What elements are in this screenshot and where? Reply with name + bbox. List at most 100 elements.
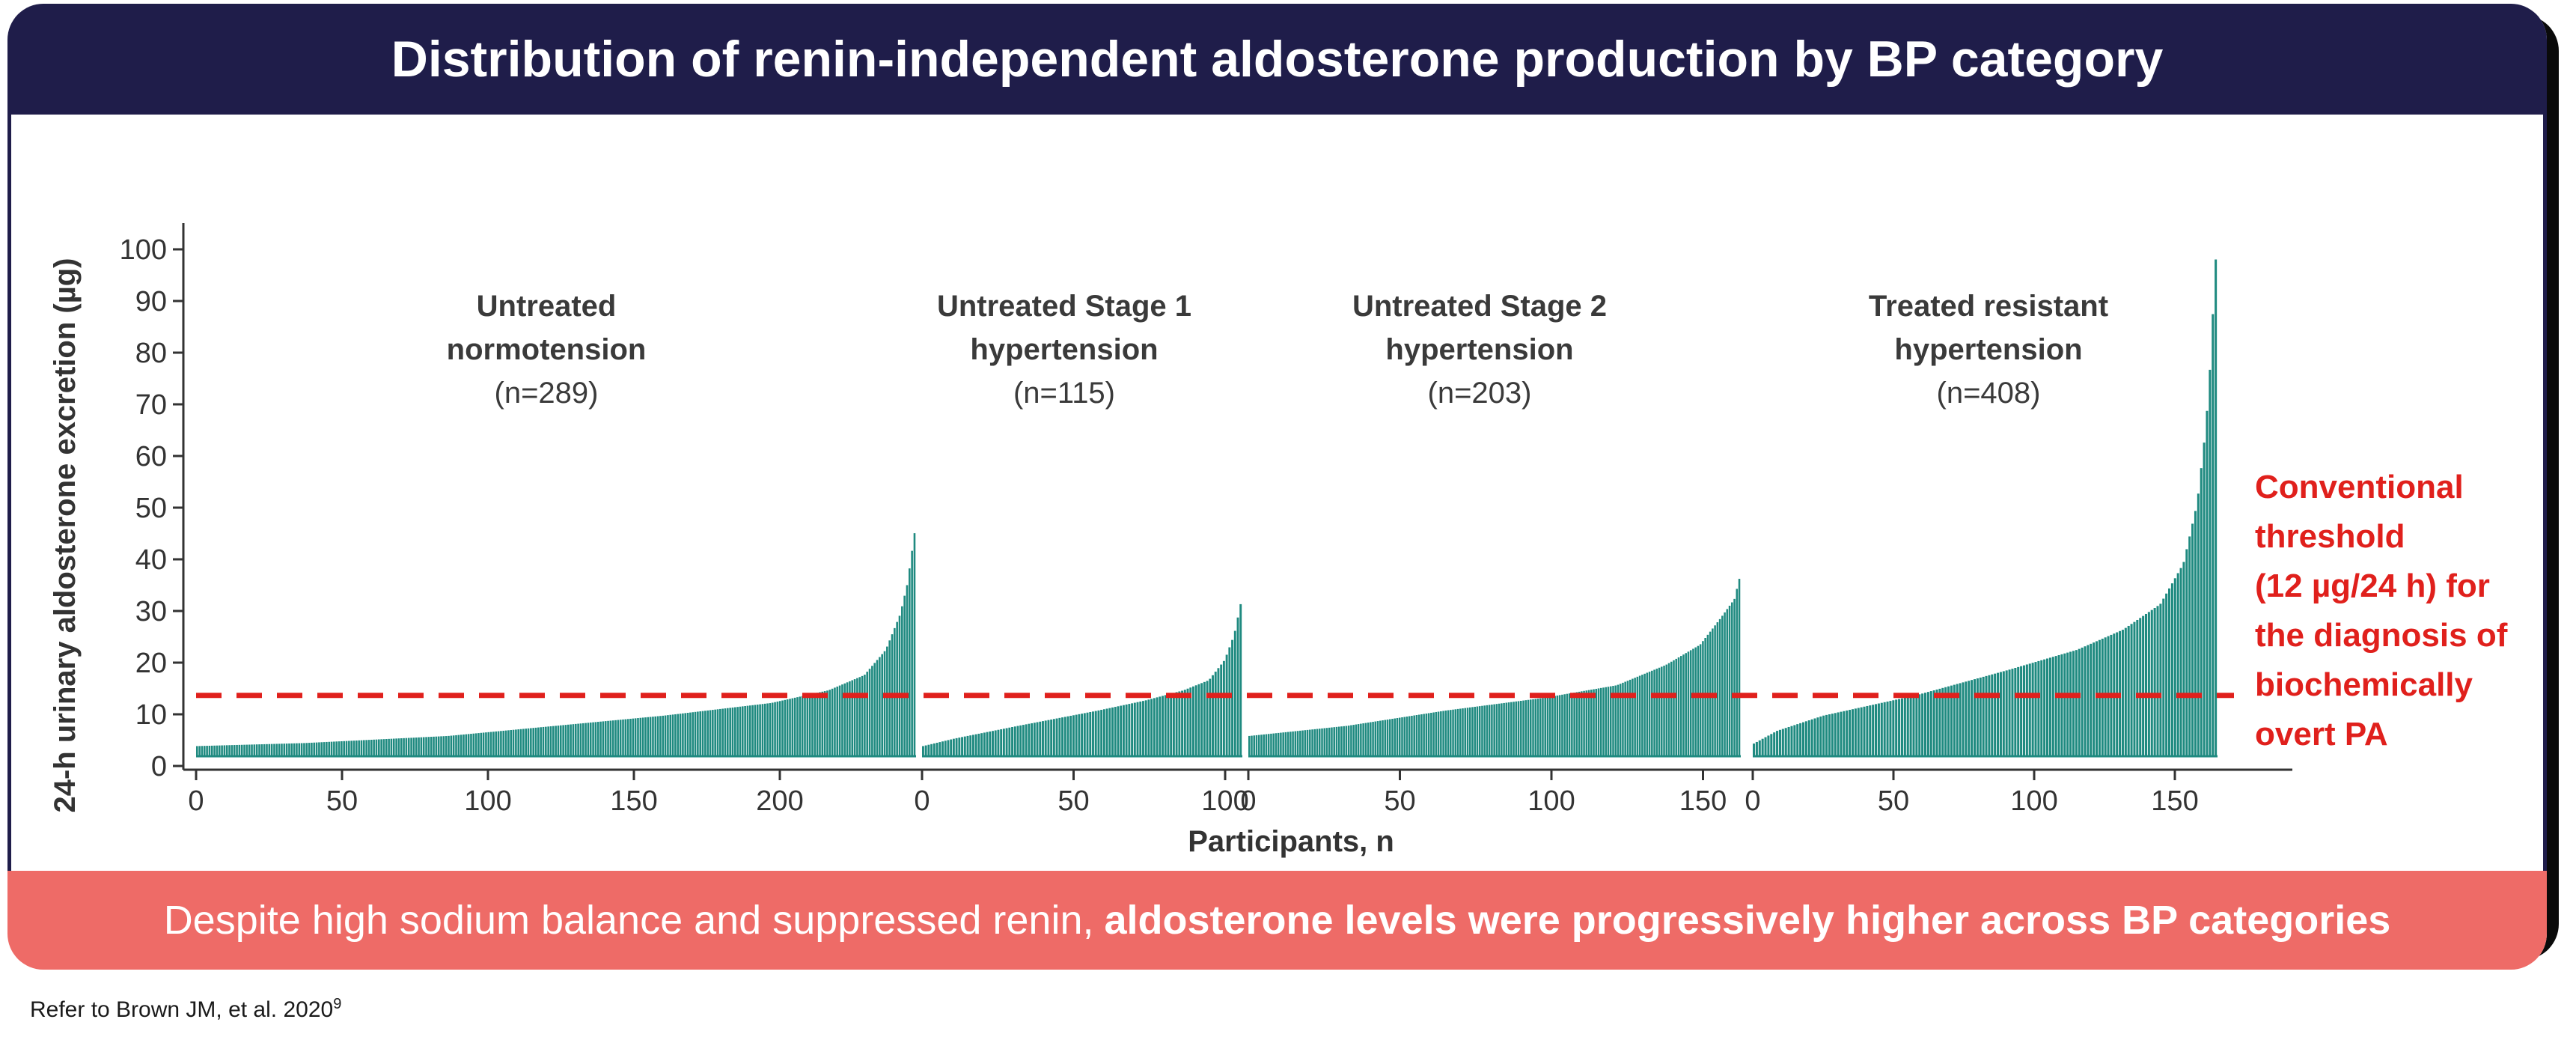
bar [405,738,408,756]
bar [819,692,821,756]
bar [382,739,385,756]
bar [1304,730,1307,756]
bar [1044,720,1047,756]
bar [2197,493,2200,756]
bar [729,708,731,756]
bar [1965,681,1968,756]
bar [330,741,333,756]
bar [474,733,477,756]
bar [2005,670,2008,756]
bar [562,725,564,756]
bar [500,731,502,756]
bar [388,738,390,756]
bar [425,737,427,756]
bar [2165,593,2168,756]
bar [1697,645,1700,756]
bar [1875,704,1878,756]
bar [1532,699,1534,756]
bar [1289,732,1292,756]
bar [1164,695,1167,756]
bar [1063,717,1066,756]
bar [1994,673,1997,756]
bar [1430,712,1432,756]
bar [1600,687,1602,756]
bar [238,744,241,756]
bar [455,735,457,756]
bar [1726,609,1729,756]
bar [380,739,382,756]
bar [385,739,388,756]
bar [1590,690,1593,756]
bar [1206,681,1209,756]
bar [856,678,858,756]
bar [1661,666,1663,756]
bar [1427,713,1430,756]
bar [323,742,326,756]
bar [303,743,305,756]
bar [814,693,817,756]
bar [485,732,487,756]
bar [300,743,303,756]
bar [786,699,789,756]
bar [375,739,378,756]
bar [1699,644,1702,756]
group-label-line: hypertension [970,333,1158,366]
bar [1971,680,1974,756]
bar [692,712,695,756]
y-tick-label: 40 [135,544,167,576]
reference-note: Refer to Brown JM, et al. 20209 [30,996,341,1023]
bar [1437,711,1440,756]
bar [1178,691,1181,756]
bar [2093,642,2096,756]
bar [1524,700,1527,756]
bar [1396,718,1399,756]
bar [989,731,992,756]
bar [1321,728,1323,756]
bar [1175,692,1178,756]
bar [1442,711,1444,756]
bar [1962,682,1965,756]
bar [2139,618,2142,756]
bar [1333,727,1335,756]
bar [1372,722,1374,756]
bar [1319,729,1321,756]
bar [1938,688,1941,756]
bar [1000,729,1003,756]
bar [1585,690,1588,756]
bar [1456,708,1459,756]
bar [1100,710,1103,756]
bar [1294,731,1297,756]
bar [611,720,614,756]
bar [2130,624,2133,756]
bar [1679,656,1682,756]
bar [1602,687,1605,756]
bar [1694,647,1697,756]
bar [2051,657,2054,756]
bar [656,716,659,756]
bar [1636,676,1639,756]
bar [1031,723,1034,756]
bar [1197,684,1200,756]
bar [412,738,415,756]
group-label-line: normotension [447,333,647,366]
bar [2075,650,2078,756]
bar [2028,663,2031,756]
threshold-label-line: (12 µg/24 h) for [2255,568,2490,604]
bar [761,704,764,756]
bar [1125,704,1128,756]
bar [430,737,433,756]
bar [2069,651,2072,756]
bar [1828,714,1831,756]
bar [373,739,375,756]
bar [1078,714,1081,756]
group-label-line: Untreated Stage 1 [937,290,1191,323]
bar [1133,702,1136,756]
bar [1781,729,1784,756]
bar [781,700,784,756]
bar [1622,682,1624,756]
bar [2215,259,2218,756]
bar [1292,731,1294,756]
bar [352,741,355,756]
bar [1450,710,1452,756]
bar [592,722,594,756]
